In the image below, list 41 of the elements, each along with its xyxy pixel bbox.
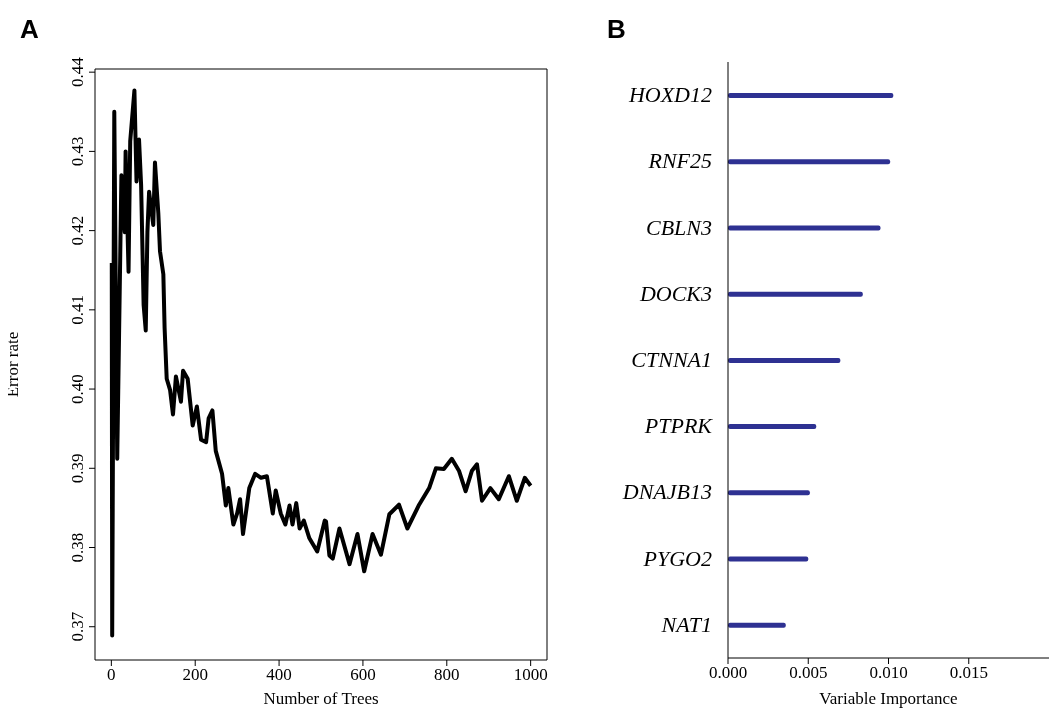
y-tick-label: PTPRK: [643, 413, 714, 439]
y-tick-label: 0.42: [68, 215, 87, 246]
y-tick-label: 0.44: [68, 56, 87, 88]
x-tick-label: 0: [107, 665, 116, 685]
y-tick-label: 0.39: [68, 453, 87, 484]
y-tick-label: CTNNA1: [631, 347, 712, 372]
y-tick-label: PYGO2: [642, 545, 712, 571]
x-tick-label: 0.010: [869, 663, 908, 683]
y-tick-label: 0.43: [68, 136, 87, 167]
x-axis-title: Variable Importance: [819, 689, 958, 708]
x-tick-label: 200: [182, 665, 208, 685]
bar: [728, 291, 863, 297]
x-tick-label: 600: [350, 665, 376, 685]
x-axis-title: Number of Trees: [263, 689, 379, 708]
chart-title: A: [20, 14, 39, 45]
y-tick-label: NAT1: [660, 611, 712, 637]
bar: [728, 225, 881, 231]
x-tick-label: 0.015: [949, 663, 988, 683]
y-tick-label: CBLN3: [645, 214, 712, 240]
x-tick-label: 400: [266, 665, 292, 685]
x-tick-label: 0.000: [708, 663, 748, 683]
y-tick-label: 0.40: [68, 374, 87, 404]
x-tick-label: 800: [434, 665, 460, 685]
chart-title: B: [607, 14, 626, 45]
y-tick-label: 0.41: [68, 294, 87, 325]
bar: [728, 93, 894, 98]
y-tick-label: 0.38: [68, 532, 87, 563]
y-tick-label: DOCK3: [638, 280, 712, 306]
y-tick-label: 0.37: [68, 611, 87, 642]
y-tick-label: RNF25: [647, 148, 712, 174]
line-series: [109, 88, 533, 638]
x-tick-label: 0.005: [789, 663, 828, 683]
bar: [728, 622, 786, 628]
y-tick-label: DNAJB13: [621, 479, 712, 505]
bar: [728, 556, 809, 562]
bar: [728, 424, 817, 430]
bar: [728, 159, 891, 165]
bar: [728, 490, 810, 496]
y-tick-label: HOXD12: [627, 82, 712, 108]
x-tick-label: 1000: [513, 665, 548, 685]
bar: [728, 357, 841, 363]
